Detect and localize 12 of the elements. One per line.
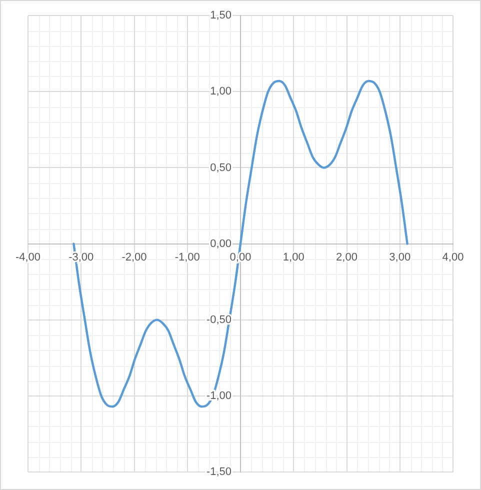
y-tick-label: -1,50	[206, 466, 232, 478]
x-tick-label: 3,00	[389, 251, 411, 264]
y-tick-label: 0,50	[210, 162, 232, 174]
x-tick-label: -4,00	[15, 251, 41, 264]
x-tick-label: -1,00	[174, 251, 200, 264]
x-tick-label: 2,00	[336, 251, 358, 264]
y-tick-label: 1,50	[210, 10, 232, 22]
y-tick-label: 0,00	[210, 238, 232, 250]
x-tick-label: 1,00	[282, 251, 304, 264]
y-tick-label: 1,00	[210, 86, 232, 98]
x-tick-label: -2,00	[122, 251, 147, 264]
x-tick-label: 4,00	[442, 251, 464, 264]
